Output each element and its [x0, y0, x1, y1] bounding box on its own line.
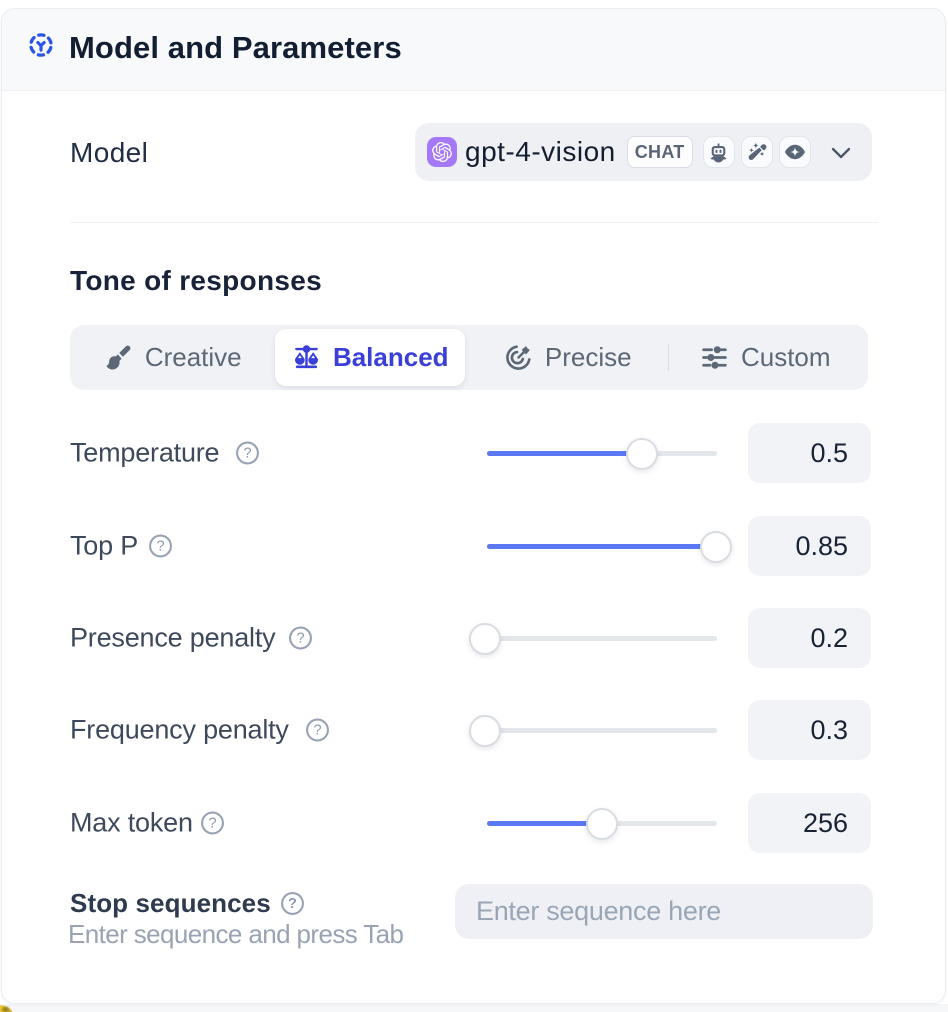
svg-text:?: ? [288, 896, 297, 912]
svg-text:?: ? [297, 631, 305, 647]
svg-text:?: ? [208, 816, 216, 832]
svg-text:?: ? [244, 446, 252, 462]
svg-text:?: ? [313, 723, 321, 739]
svg-text:?: ? [156, 539, 164, 555]
